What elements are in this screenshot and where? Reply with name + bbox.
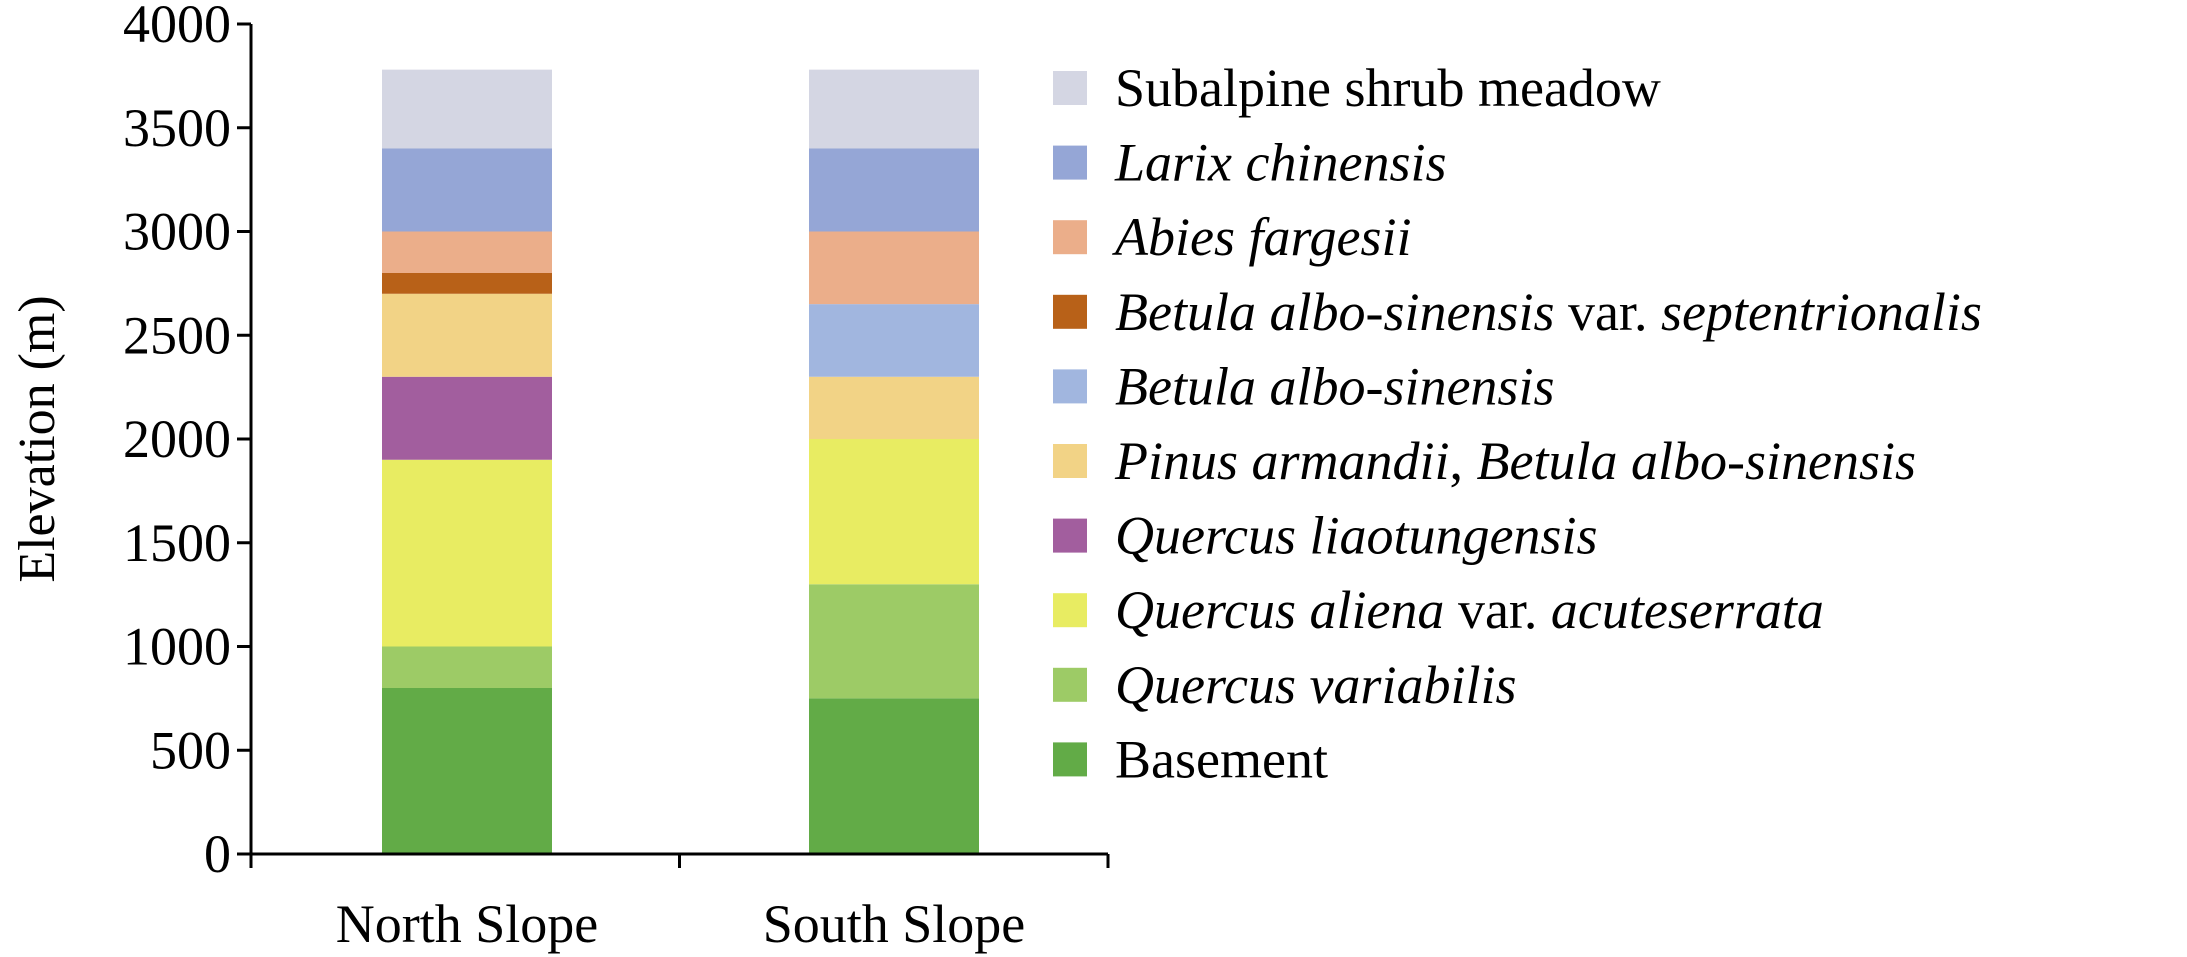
legend-label: Betula albo-sinensis var. septentrionali…: [1115, 282, 1982, 342]
legend-entry: Quercus liaotungensis: [1053, 506, 1597, 566]
y-tick-label: 500: [150, 720, 231, 780]
legend-entry: Abies fargesii: [1053, 207, 1411, 267]
bar-segment: [382, 69, 552, 149]
legend: Subalpine shrub meadow Larix chinensis Abi…: [1053, 58, 1982, 789]
legend-label: Pinus armandii, Betula albo-sinensis: [1114, 431, 1916, 491]
y-tick-label: 3000: [123, 202, 231, 262]
bar-segment: [809, 69, 979, 149]
legend-entry: Larix chinensis: [1053, 133, 1447, 193]
bar-segment: [382, 273, 552, 294]
legend-swatch: [1053, 294, 1087, 329]
bar-segment: [809, 304, 979, 377]
legend-label: Betula albo-sinensis: [1115, 356, 1554, 416]
bar-segment: [809, 698, 979, 854]
bar-segment: [809, 148, 979, 232]
legend-label-part: Quercus liaotungensis: [1115, 506, 1597, 566]
bar-segment: [809, 584, 979, 699]
bar-segment: [809, 376, 979, 439]
legend-label-part: acuteserrata: [1551, 580, 1824, 640]
y-tick-label: 2000: [123, 409, 231, 469]
bar-segment: [809, 231, 979, 305]
legend-swatch: [1053, 518, 1087, 553]
legend-label-part: ,: [1450, 431, 1477, 491]
legend-entry: Betula albo-sinensis: [1053, 356, 1554, 416]
legend-swatch: [1053, 71, 1087, 105]
y-tick-label: 4000: [123, 0, 231, 54]
legend-label: Larix chinensis: [1114, 133, 1447, 193]
y-tick-label: 1500: [123, 513, 231, 573]
y-tick-label: 0: [204, 824, 231, 884]
legend-label-part: septentrionalis: [1661, 282, 1982, 342]
bar-segment: [382, 646, 552, 688]
legend-label-part: Basement: [1115, 729, 1328, 789]
legend-label: Subalpine shrub meadow: [1115, 58, 1661, 118]
legend-label-part: Pinus armandii: [1114, 431, 1450, 491]
y-tick-label: 3500: [123, 98, 231, 158]
legend-swatch: [1053, 667, 1087, 702]
legend-label-part: Subalpine shrub meadow: [1115, 58, 1661, 118]
category-labels-group: North Slope South Slope: [249, 854, 1110, 954]
legend-label-part: Betula albo-sinensis: [1477, 431, 1916, 491]
legend-label: Quercus aliena var. acuteserrata: [1115, 580, 1824, 640]
legend-label: Quercus variabilis: [1115, 655, 1516, 715]
legend-label-part: Quercus variabilis: [1115, 655, 1516, 715]
legend-label-part: Abies fargesii: [1112, 207, 1411, 267]
legend-label: Quercus liaotungensis: [1115, 506, 1597, 566]
legend-entry: Quercus aliena var. acuteserrata: [1053, 580, 1824, 640]
legend-label-part: Larix chinensis: [1114, 133, 1447, 193]
y-ticks-group: 0 500 1000 1500 2000 2500 3000 3500 4000: [123, 0, 251, 884]
bar-segment: [809, 439, 979, 585]
legend-label-part: Betula albo-sinensis: [1115, 282, 1554, 342]
legend-label: Abies fargesii: [1112, 207, 1411, 267]
legend-swatch: [1053, 593, 1087, 628]
legend-entry: Subalpine shrub meadow: [1053, 58, 1661, 118]
legend-swatch: [1053, 369, 1087, 404]
bar-segment: [382, 148, 552, 232]
bar-segment: [382, 459, 552, 647]
axes-group: [249, 24, 1108, 856]
legend-label-part: var.: [1554, 282, 1660, 342]
x-category-label: South Slope: [763, 894, 1026, 954]
y-tick-label: 1000: [123, 617, 231, 677]
bar-segment: [382, 293, 552, 377]
legend-swatch: [1053, 742, 1087, 777]
legend-label: Basement: [1115, 729, 1328, 789]
bar-segment: [382, 231, 552, 273]
legend-swatch: [1053, 444, 1087, 478]
legend-label-part: Betula albo-sinensis: [1115, 356, 1554, 416]
legend-swatch: [1053, 145, 1087, 180]
bar-segment: [382, 376, 552, 460]
legend-label-part: Quercus aliena: [1115, 580, 1444, 640]
legend-entry: Betula albo-sinensis var. septentrionali…: [1053, 282, 1982, 342]
legend-label-part: var.: [1444, 580, 1550, 640]
bars-group: [382, 69, 979, 854]
legend-swatch: [1053, 220, 1087, 255]
legend-entry: Pinus armandii, Betula albo-sinensis: [1053, 431, 1916, 491]
x-category-label: North Slope: [336, 894, 599, 954]
y-tick-label: 2500: [123, 305, 231, 365]
y-axis-label: Elevation (m): [9, 295, 66, 582]
bar-segment: [382, 688, 552, 854]
legend-entry: Quercus variabilis: [1053, 655, 1516, 715]
legend-entry: Basement: [1053, 729, 1328, 789]
